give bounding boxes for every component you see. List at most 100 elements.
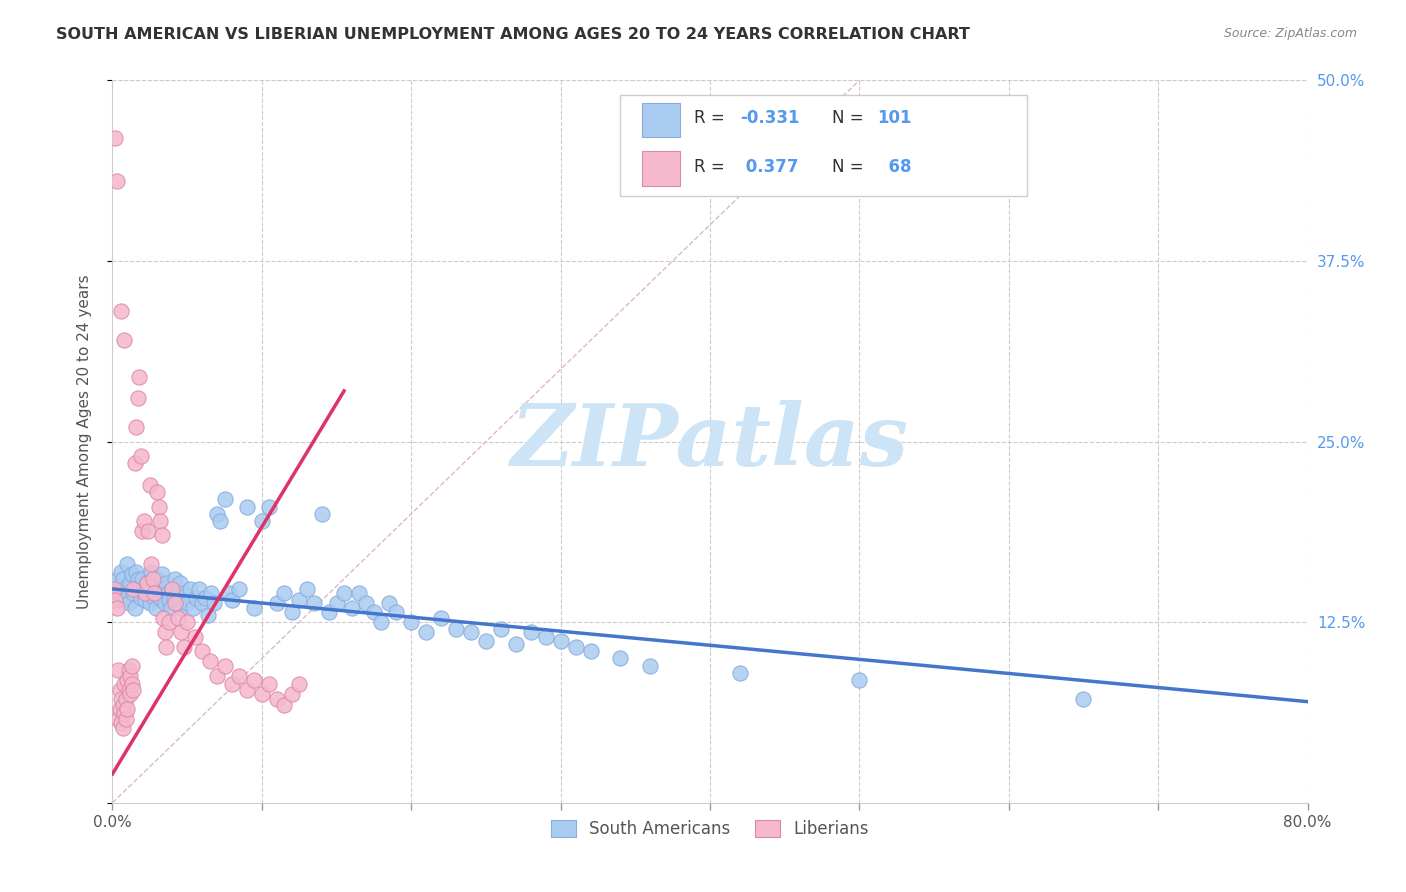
Point — [214, 492, 236, 507]
Point — [117, 558, 139, 572]
Point — [1073, 691, 1095, 706]
Legend: South Americans, Liberians: South Americans, Liberians — [544, 814, 876, 845]
Point — [124, 600, 146, 615]
Point — [150, 528, 173, 542]
Point — [167, 611, 190, 625]
Point — [318, 605, 340, 619]
Point — [122, 582, 145, 596]
Point — [250, 687, 273, 701]
Point — [149, 514, 172, 528]
Point — [129, 449, 152, 463]
Point — [115, 712, 138, 726]
Point — [107, 712, 129, 726]
Point — [142, 572, 165, 586]
Point — [214, 658, 236, 673]
Point — [127, 572, 149, 586]
Point — [340, 600, 363, 615]
Point — [347, 586, 370, 600]
Point — [176, 596, 198, 610]
Point — [122, 586, 145, 600]
Point — [117, 702, 139, 716]
Point — [165, 596, 187, 610]
Point — [150, 567, 173, 582]
Point — [111, 698, 134, 712]
Point — [165, 572, 187, 586]
Point — [170, 600, 193, 615]
Point — [118, 663, 141, 677]
Point — [117, 673, 139, 687]
Point — [475, 634, 498, 648]
Point — [288, 677, 311, 691]
Point — [266, 691, 288, 706]
Point — [135, 576, 157, 591]
Point — [302, 596, 325, 610]
Point — [156, 586, 179, 600]
Point — [114, 582, 135, 596]
Point — [146, 572, 169, 586]
Point — [121, 567, 143, 582]
Point — [142, 582, 165, 596]
Point — [173, 640, 195, 654]
Point — [579, 644, 602, 658]
Point — [107, 572, 129, 586]
Point — [609, 651, 631, 665]
Point — [114, 706, 135, 721]
Point — [110, 565, 132, 579]
Y-axis label: Unemployment Among Ages 20 to 24 years: Unemployment Among Ages 20 to 24 years — [77, 274, 91, 609]
Text: R =: R = — [695, 158, 731, 176]
Point — [266, 596, 288, 610]
Point — [191, 644, 214, 658]
Point — [118, 683, 141, 698]
Point — [143, 591, 166, 605]
Text: -0.331: -0.331 — [740, 109, 800, 128]
Point — [114, 334, 135, 348]
Point — [104, 579, 127, 593]
Text: SOUTH AMERICAN VS LIBERIAN UNEMPLOYMENT AMONG AGES 20 TO 24 YEARS CORRELATION CH: SOUTH AMERICAN VS LIBERIAN UNEMPLOYMENT … — [56, 27, 970, 42]
Point — [139, 596, 162, 610]
Point — [134, 593, 156, 607]
Point — [105, 586, 128, 600]
Point — [132, 582, 155, 596]
Point — [104, 131, 127, 145]
Point — [110, 716, 132, 731]
Point — [107, 663, 129, 677]
Point — [143, 586, 166, 600]
Point — [141, 558, 163, 572]
Point — [124, 456, 146, 470]
Point — [157, 615, 180, 630]
Point — [127, 391, 149, 405]
Point — [176, 615, 198, 630]
Point — [108, 683, 131, 698]
Point — [200, 586, 222, 600]
Point — [444, 623, 467, 637]
Point — [148, 582, 170, 596]
Point — [141, 565, 163, 579]
Point — [104, 593, 127, 607]
Point — [157, 593, 180, 607]
Point — [564, 640, 586, 654]
Point — [120, 668, 142, 682]
Point — [167, 596, 190, 610]
Point — [259, 500, 281, 514]
Point — [250, 514, 273, 528]
Point — [120, 687, 142, 701]
Point — [430, 611, 453, 625]
Point — [146, 485, 169, 500]
Point — [273, 586, 295, 600]
Point — [228, 668, 250, 682]
FancyBboxPatch shape — [620, 95, 1026, 196]
Point — [148, 500, 170, 514]
Point — [128, 369, 150, 384]
Point — [325, 596, 347, 610]
Point — [209, 514, 232, 528]
Point — [108, 702, 131, 716]
Text: 0.377: 0.377 — [740, 158, 799, 176]
Point — [162, 582, 183, 596]
Point — [236, 683, 259, 698]
Point — [236, 500, 259, 514]
Point — [110, 304, 132, 318]
Point — [460, 625, 482, 640]
Point — [131, 572, 153, 586]
Point — [179, 582, 201, 596]
Point — [131, 524, 153, 538]
